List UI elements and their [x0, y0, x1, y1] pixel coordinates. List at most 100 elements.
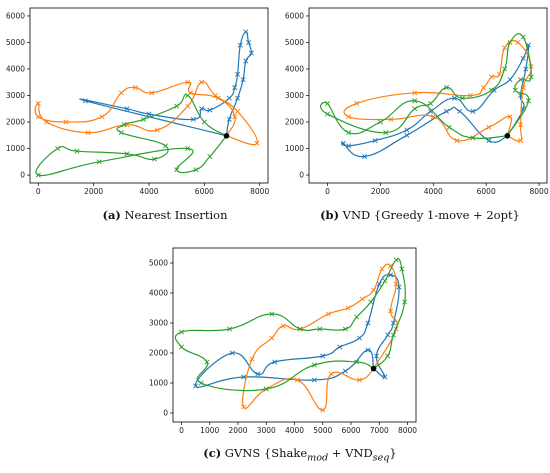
customer-marker	[507, 114, 513, 120]
x-tick-label: 7000	[370, 426, 389, 435]
route-line	[35, 94, 227, 177]
customer-marker	[63, 119, 69, 125]
customer-marker	[96, 159, 102, 165]
customer-marker	[320, 407, 326, 413]
y-tick-label: 5000	[285, 38, 304, 47]
customer-marker	[382, 278, 388, 284]
customer-marker	[280, 323, 286, 329]
y-tick-label: 6000	[6, 11, 25, 20]
customer-marker	[390, 320, 396, 326]
customer-marker	[388, 116, 394, 122]
customer-marker	[152, 156, 158, 162]
y-tick-label: 2000	[6, 118, 25, 127]
customer-marker	[467, 92, 473, 99]
chart-b: 0 2000 4000 6000 8000 0 1000 2000 3000 4000 5000 60…	[285, 7, 549, 196]
customer-marker	[185, 146, 191, 152]
customer-marker	[241, 404, 247, 410]
x-tick-label: 6000	[477, 187, 496, 196]
caption-vnd: (b) VND {Greedy 1-move + 2opt}	[300, 208, 540, 222]
customer-marker	[502, 45, 508, 51]
customer-marker	[311, 362, 317, 368]
customer-marker	[376, 281, 382, 287]
axes-frame	[308, 7, 548, 184]
customer-marker	[185, 79, 191, 85]
x-tick-label: 6000	[341, 426, 360, 435]
customer-marker	[140, 116, 146, 122]
y-tick-label: 4000	[285, 64, 304, 73]
caption-gvns: (c) GVNS {Shakemod + VNDseq}	[180, 446, 420, 463]
caption-subscript-mod: mod	[307, 452, 329, 464]
customer-marker	[520, 34, 526, 40]
customer-marker	[35, 100, 41, 106]
customer-marker	[430, 114, 436, 120]
customer-marker	[385, 353, 391, 359]
y-tick-label: 1000	[6, 144, 25, 153]
route-line	[174, 258, 406, 392]
customer-marker	[399, 266, 405, 272]
customer-marker	[486, 124, 492, 130]
x-tick-label: 0	[325, 187, 330, 196]
customer-marker	[232, 114, 238, 120]
customer-marker	[377, 119, 383, 125]
customer-marker	[371, 287, 377, 293]
caption-letter: (b)	[320, 208, 340, 222]
y-tick-label: 4000	[149, 289, 168, 298]
customer-marker	[99, 114, 105, 120]
customer-marker	[311, 377, 317, 383]
route-line	[79, 31, 253, 137]
y-tick-label: 3000	[149, 319, 168, 328]
customer-marker	[255, 371, 261, 377]
customer-marker	[254, 140, 260, 146]
customer-marker	[365, 347, 371, 353]
customer-marker	[317, 326, 323, 332]
y-tick-label: 1000	[285, 144, 304, 153]
customer-marker	[118, 90, 124, 96]
customer-marker	[294, 377, 300, 383]
y-tick-label: 1000	[149, 379, 168, 388]
customer-marker	[393, 281, 399, 287]
y-tick-label: 0	[299, 171, 304, 180]
customer-marker	[232, 85, 238, 91]
customer-marker	[354, 100, 360, 106]
x-tick-label: 8000	[398, 426, 417, 435]
x-tick-label: 0	[36, 187, 41, 196]
caption-letter: (c)	[203, 446, 222, 460]
customer-marker	[385, 332, 391, 338]
customer-marker	[118, 130, 124, 136]
customer-marker	[248, 50, 254, 56]
customer-marker	[229, 350, 235, 356]
x-tick-label: 1000	[200, 426, 219, 435]
customer-marker	[246, 39, 252, 45]
x-tick-label: 5000	[313, 426, 332, 435]
y-tick-label: 2000	[285, 118, 304, 127]
customer-marker	[362, 153, 368, 160]
customer-marker	[85, 130, 91, 136]
customer-marker	[507, 77, 513, 83]
customer-marker	[163, 143, 169, 149]
caption-text: GVNS {Shake	[221, 446, 308, 460]
customer-marker	[488, 74, 494, 80]
customer-marker	[520, 55, 526, 61]
y-tick-label: 5000	[149, 259, 168, 268]
customer-marker	[446, 124, 452, 130]
customer-marker	[379, 266, 385, 272]
customer-marker	[412, 98, 418, 104]
customer-marker	[44, 119, 50, 125]
customer-marker	[55, 146, 61, 152]
customer-marker	[393, 257, 399, 263]
y-tick-label: 3000	[285, 91, 304, 100]
customer-marker	[35, 172, 41, 178]
route-line	[34, 81, 258, 146]
customer-marker	[124, 151, 130, 157]
customer-marker	[263, 386, 269, 392]
customer-marker	[193, 167, 199, 173]
customer-marker	[235, 95, 241, 101]
customer-marker	[346, 130, 352, 136]
customer-marker	[481, 85, 487, 91]
depot-marker	[223, 133, 230, 139]
customer-marker	[124, 106, 130, 112]
customer-marker	[518, 77, 524, 83]
customer-marker	[354, 314, 360, 320]
customer-marker	[154, 127, 160, 133]
x-tick-label: 4000	[285, 426, 304, 435]
